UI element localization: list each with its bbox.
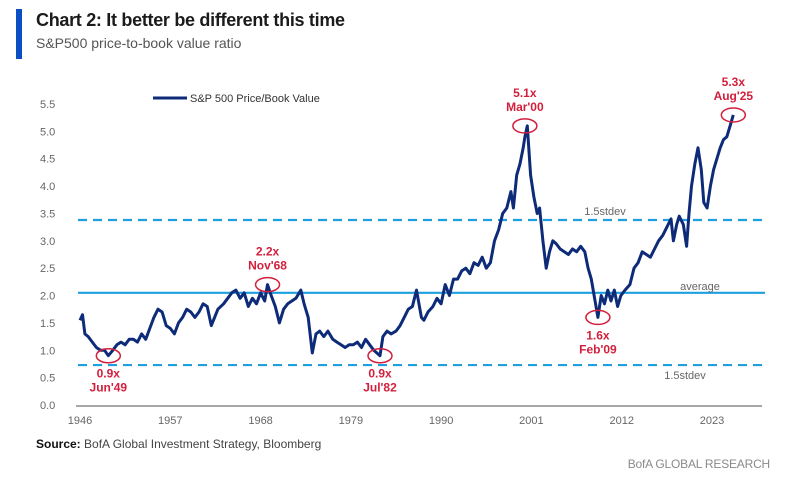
chart-title: Chart 2: It better be different this tim… [36,10,345,30]
lower-1.5stdev-label: 1.5stdev [664,370,706,382]
x-tick-label: 1957 [158,415,182,427]
annotation-date: Feb'09 [579,342,617,356]
y-tick-label: 1.0 [40,345,55,357]
annotation-date: Nov'68 [248,259,287,273]
reference-lines: average 1.5stdev 1.5stdev [78,206,765,382]
brand-label: BofA GLOBAL RESEARCH [627,457,770,471]
annotation-value: 5.1x [513,86,537,100]
x-tick-label: 1946 [68,415,92,427]
annotation-value: 0.9x [97,367,121,381]
y-tick-label: 2.0 [40,291,55,303]
upper-1.5stdev-label: 1.5stdev [584,206,626,218]
source-label: Source: [36,437,81,451]
y-tick-labels: 0.0 0.5 1.0 1.5 2.0 2.5 3.0 3.5 4.0 4.5 5.0 5.5 [40,99,55,412]
annotation-circle [95,347,122,364]
annotation-circle [585,309,611,326]
annotation-circle [367,347,393,364]
x-tick-label: 2001 [519,415,543,427]
y-tick-label: 4.0 [40,181,55,193]
y-tick-label: 5.0 [40,126,55,138]
annotation-date: Jun'49 [90,381,128,395]
annotation-date: Jul'82 [363,381,397,395]
x-tick-label: 1990 [429,415,453,427]
x-tick-labels: 1946 1957 1968 1979 1990 2001 2012 2023 [68,415,724,427]
annotation-date: Mar'00 [506,100,544,114]
annotation-value: 2.2x [256,245,280,259]
x-tick-label: 2012 [609,415,633,427]
title-accent-bar [16,9,22,59]
source-note: Source: BofA Global Investment Strategy,… [36,437,321,451]
legend: S&P 500 Price/Book Value [153,93,320,105]
source-text: BofA Global Investment Strategy, Bloombe… [80,437,322,451]
annotation-value: 5.3x [722,75,746,89]
annotation-circle [720,107,747,123]
average-label: average [680,281,720,293]
x-tick-label: 2023 [700,415,724,427]
y-tick-label: 0.5 [40,373,55,385]
x-tick-label: 1968 [248,415,272,427]
annotation-date: Aug'25 [714,89,754,103]
y-tick-label: 5.5 [40,99,55,111]
annotation-circle [254,276,281,293]
annotation-circle [512,118,538,134]
y-tick-label: 2.5 [40,263,55,275]
chart-subtitle: S&P500 price-to-book value ratio [36,35,242,51]
x-tick-label: 1979 [339,415,363,427]
legend-label: S&P 500 Price/Book Value [190,93,320,105]
series-layer [78,114,735,358]
y-tick-label: 4.5 [40,154,55,166]
annotation-value: 0.9x [368,367,392,381]
annotation-value: 1.6x [586,328,610,342]
annotations: 0.9xJun'492.2xNov'680.9xJul'825.1xMar'00… [90,75,754,395]
y-tick-label: 1.5 [40,318,55,330]
y-tick-label: 0.0 [40,400,55,412]
y-tick-label: 3.0 [40,236,55,248]
series-line-sp500-price-book [78,114,735,358]
y-tick-label: 3.5 [40,208,55,220]
